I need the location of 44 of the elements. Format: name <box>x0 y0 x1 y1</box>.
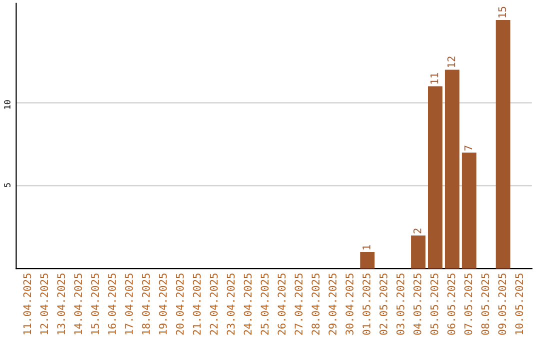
x-tick-label: 30.04.2025 <box>346 274 354 335</box>
data-label: 12 <box>447 56 456 68</box>
x-tick-label: 26.04.2025 <box>278 274 286 335</box>
x-tick-label: 17.04.2025 <box>125 274 133 334</box>
bar <box>360 252 375 269</box>
x-tick-label: 10.05.2025 <box>515 274 524 334</box>
bar <box>444 70 460 269</box>
y-tick-label: 5 <box>4 183 10 187</box>
x-tick-label: 27.04.2025 <box>294 274 303 335</box>
x-tick-label: 28.04.2025 <box>312 274 320 335</box>
x-tick-label: 06.05.2025 <box>447 274 456 335</box>
bar <box>462 152 476 269</box>
x-tick-label: 11.04.2025 <box>23 274 32 334</box>
x-tick-label: 25.04.2025 <box>260 274 269 335</box>
x-tick-label: 22.04.2025 <box>210 274 218 335</box>
x-tick-label: 14.04.2025 <box>74 274 82 334</box>
x-tick-label: 18.04.2025 <box>142 274 150 334</box>
bar <box>428 86 442 269</box>
x-tick-label: 12.04.2025 <box>40 274 48 334</box>
x-tick-label: 15.04.2025 <box>91 274 99 334</box>
x-tick-label: 24.04.2025 <box>244 274 252 335</box>
data-label: 7 <box>464 146 472 150</box>
data-label: 2 <box>413 228 422 234</box>
data-label: 15 <box>498 6 506 18</box>
x-tick-label: 07.05.2025 <box>464 274 472 335</box>
x-tick-label: 09.05.2025 <box>498 274 506 335</box>
x-tick-label: 02.05.2025 <box>379 274 388 335</box>
x-tick-label: 23.04.2025 <box>226 274 235 335</box>
x-tick-label: 19.04.2025 <box>158 274 167 334</box>
x-tick-label: 29.04.2025 <box>328 274 336 335</box>
x-tick-label: 21.04.2025 <box>192 274 201 335</box>
data-label: 11 <box>430 73 438 84</box>
x-tick-label: 01.05.2025 <box>362 274 370 335</box>
y-tick-label: 10 <box>4 100 10 109</box>
x-tick-label: 08.05.2025 <box>481 274 490 335</box>
x-tick-label: 13.04.2025 <box>57 274 66 334</box>
x-tick-label: 03.05.2025 <box>396 274 404 335</box>
x-tick-label: 05.05.2025 <box>430 274 438 335</box>
x-tick-label: 16.04.2025 <box>108 274 116 334</box>
bar <box>496 20 510 269</box>
data-label: 1 <box>362 245 370 250</box>
x-tick-label: 04.05.2025 <box>413 274 422 335</box>
x-tick-label: 20.04.2025 <box>176 274 184 335</box>
bar <box>411 235 426 269</box>
